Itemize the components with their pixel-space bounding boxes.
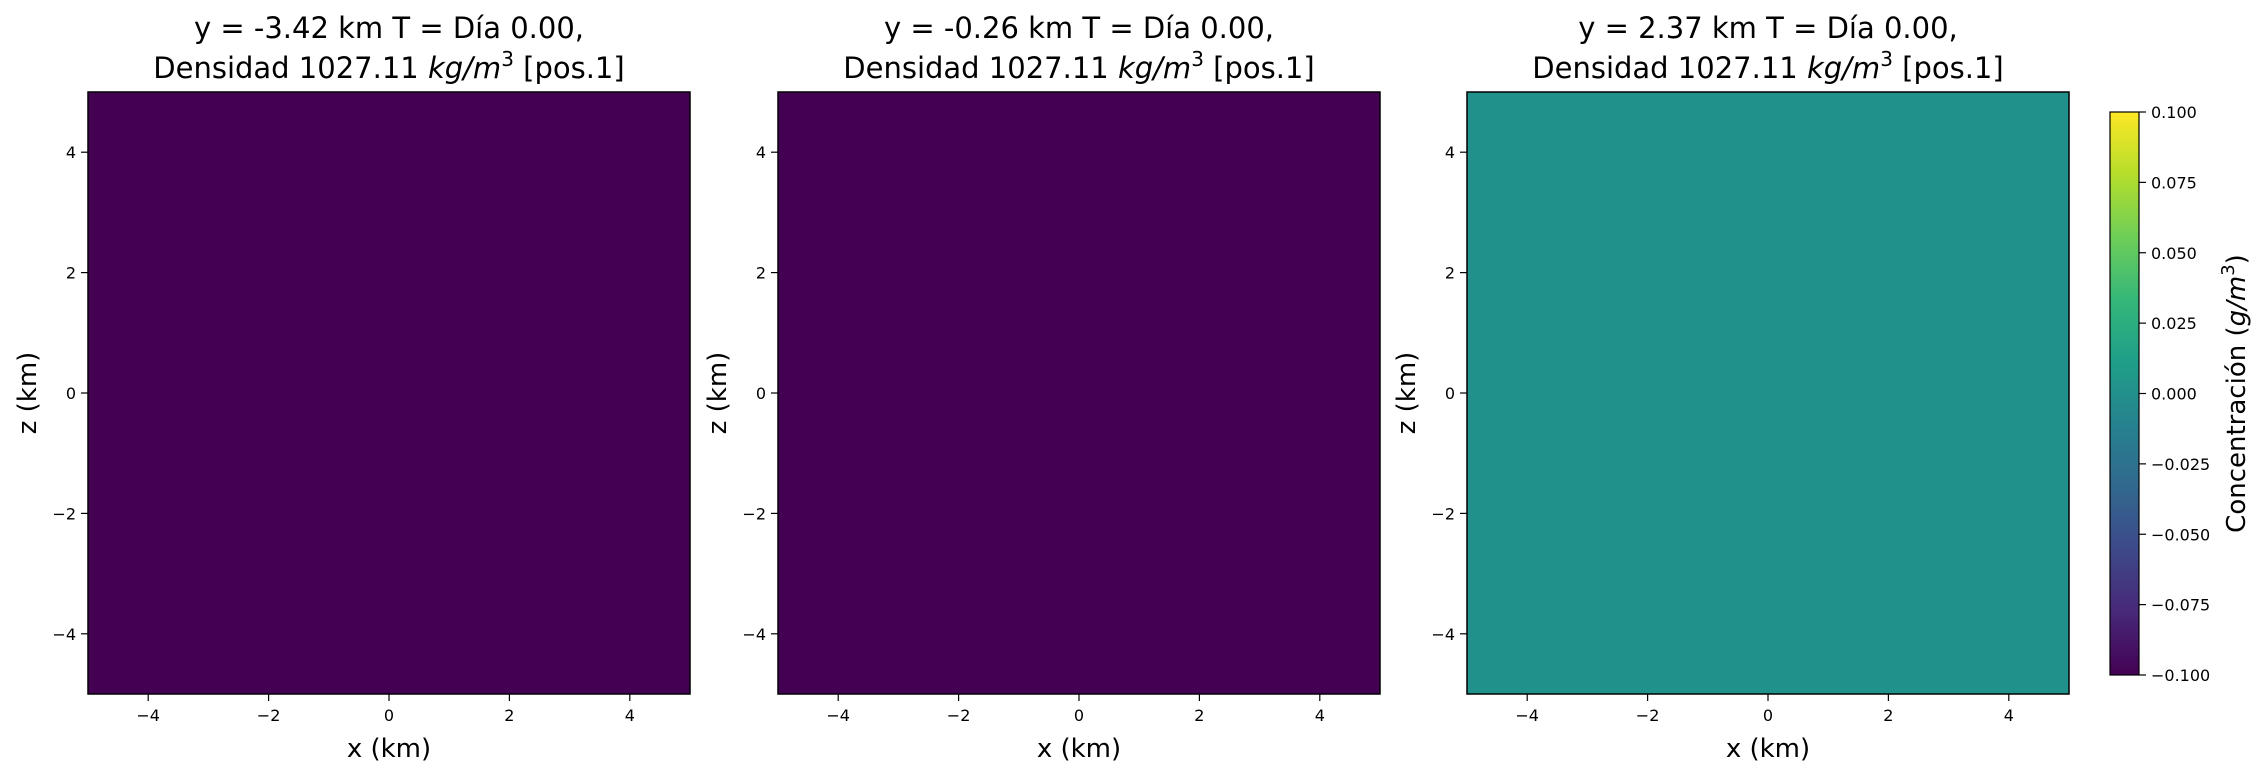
title-units: kg/m (1118, 51, 1191, 85)
y-tick-label: 4 (66, 143, 76, 162)
heatmap-field (778, 92, 1380, 694)
y-tick-label: −2 (1431, 504, 1455, 523)
title-density: Densidad 1027.11 (1532, 51, 1807, 85)
y-tick-label: 2 (66, 264, 76, 283)
y-axis-label: z (km) (703, 352, 733, 435)
colorbar-tick-label: 0.075 (2151, 173, 2197, 192)
y-tick-label: −2 (52, 504, 76, 523)
y-tick-label: −2 (742, 504, 766, 523)
panel-title-line1: y = -3.42 km T = Día 0.00, (194, 11, 584, 45)
y-tick-label: 4 (756, 143, 766, 162)
x-tick-label: −4 (1515, 706, 1539, 725)
heatmap-field (88, 92, 690, 694)
colorbar-label-units: g/m (2222, 276, 2252, 327)
x-axis-label: x (km) (1726, 734, 1810, 764)
panel-title-line2: Densidad 1027.11 kg/m3 [pos.1] (843, 47, 1314, 85)
y-tick-label: 2 (1445, 264, 1455, 283)
colorbar-gradient (2110, 112, 2139, 675)
x-tick-label: 4 (2004, 706, 2014, 725)
x-tick-label: 4 (625, 706, 635, 725)
title-position: [pos.1] (514, 51, 625, 85)
x-tick-label: −2 (1636, 706, 1660, 725)
x-tick-label: −4 (826, 706, 850, 725)
title-units-exponent: 3 (501, 47, 514, 71)
colorbar-tick-label: −0.025 (2151, 455, 2210, 474)
colorbar-label-exponent: 3 (2218, 264, 2239, 275)
colorbar-tick-label: 0.100 (2151, 103, 2197, 122)
panel-title-line2: Densidad 1027.11 kg/m3 [pos.1] (153, 47, 624, 85)
colorbar: 0.100 0.075 0.050 0.025 0.000 −0.025 −0.050 −0.… (2109, 103, 2252, 685)
colorbar-tick-label: −0.075 (2151, 596, 2210, 615)
x-tick-label: 4 (1315, 706, 1325, 725)
colorbar-tick-label: −0.050 (2151, 525, 2210, 544)
colorbar-tick-label: 0.050 (2151, 244, 2197, 263)
colorbar-label-close: ) (2222, 254, 2252, 264)
colorbar-label-text: Concentración ( (2222, 326, 2252, 532)
y-tick-label: 0 (66, 384, 76, 403)
y-tick-label: −4 (1431, 625, 1455, 644)
colorbar-tick-label: 0.025 (2151, 314, 2197, 333)
panel-title-line1: y = -0.26 km T = Día 0.00, (884, 11, 1274, 45)
title-units-exponent: 3 (1880, 47, 1893, 71)
x-tick-label: 2 (1194, 706, 1204, 725)
colorbar-tick-label: 0.000 (2151, 385, 2197, 404)
x-tick-label: −2 (257, 706, 281, 725)
panel-3: y = 2.37 km T = Día 0.00,Densidad 1027.1… (1392, 11, 2070, 764)
y-tick-label: 4 (1445, 143, 1455, 162)
title-position: [pos.1] (1204, 51, 1315, 85)
y-tick-label: −4 (52, 625, 76, 644)
title-density: Densidad 1027.11 (153, 51, 428, 85)
panel-2: y = -0.26 km T = Día 0.00,Densidad 1027.… (703, 11, 1381, 764)
colorbar-label: Concentración (g/m3) (2218, 254, 2252, 533)
x-tick-label: 2 (504, 706, 514, 725)
title-position: [pos.1] (1893, 51, 2004, 85)
y-axis-label: z (km) (13, 352, 43, 435)
title-units: kg/m (1807, 51, 1880, 85)
x-tick-label: −2 (947, 706, 971, 725)
panel-1: y = -3.42 km T = Día 0.00,Densidad 1027.… (13, 11, 691, 764)
panel-title-line2: Densidad 1027.11 kg/m3 [pos.1] (1532, 47, 2003, 85)
y-axis-label: z (km) (1392, 352, 1422, 435)
x-tick-label: 0 (1763, 706, 1773, 725)
y-tick-label: 0 (756, 384, 766, 403)
colorbar-tick-label: −0.100 (2151, 666, 2210, 685)
title-density: Densidad 1027.11 (843, 51, 1118, 85)
heatmap-field (1467, 92, 2069, 694)
y-tick-label: −4 (742, 625, 766, 644)
x-tick-label: −4 (136, 706, 160, 725)
x-tick-label: 0 (1074, 706, 1084, 725)
y-tick-label: 2 (756, 264, 766, 283)
y-tick-label: 0 (1445, 384, 1455, 403)
title-units: kg/m (428, 51, 501, 85)
panel-title-line1: y = 2.37 km T = Día 0.00, (1578, 11, 1958, 45)
x-tick-label: 0 (384, 706, 394, 725)
panels: y = -3.42 km T = Día 0.00,Densidad 1027.… (13, 11, 2070, 764)
title-units-exponent: 3 (1191, 47, 1204, 71)
x-axis-label: x (km) (347, 734, 431, 764)
x-tick-label: 2 (1883, 706, 1893, 725)
x-axis-label: x (km) (1037, 734, 1121, 764)
